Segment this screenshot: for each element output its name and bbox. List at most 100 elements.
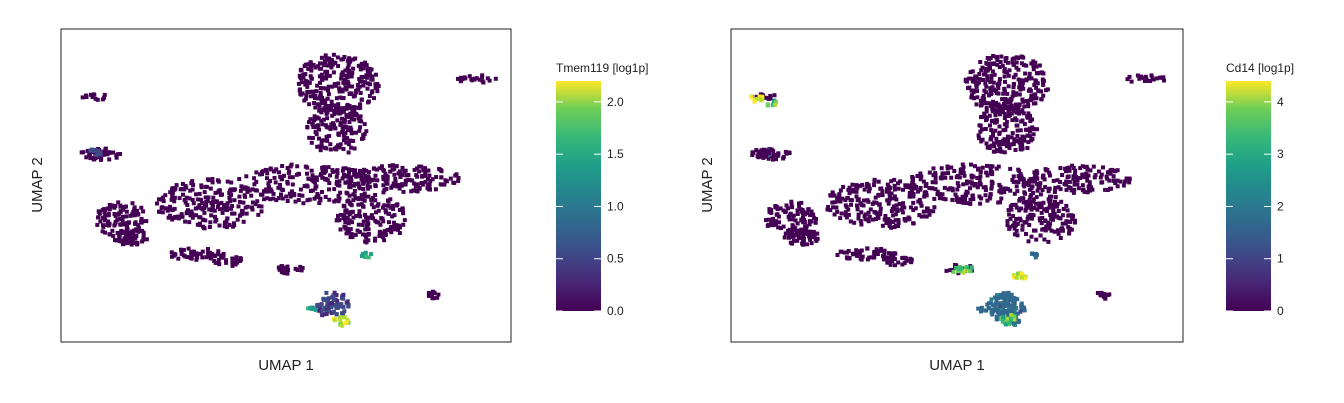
umap-point (124, 225, 129, 230)
umap-point (124, 228, 129, 233)
umap-point (372, 96, 376, 101)
umap-point (227, 190, 232, 195)
umap-point (1002, 104, 1007, 109)
colorbar-tick-label: 3 (1277, 147, 1284, 161)
umap-point (1043, 185, 1048, 190)
umap-point (337, 302, 342, 307)
umap-point (93, 96, 98, 101)
umap-point (214, 217, 219, 222)
umap-point (310, 89, 315, 94)
umap-point (970, 79, 975, 84)
umap-point (353, 232, 358, 237)
umap-point (1017, 92, 1022, 97)
umap-point (397, 208, 402, 212)
umap-point (858, 201, 863, 206)
umap-point (893, 263, 897, 268)
umap-point (393, 227, 397, 232)
umap-point (386, 199, 391, 204)
umap-point (1088, 168, 1093, 173)
umap-point (216, 257, 221, 262)
umap-point (1013, 116, 1018, 121)
umap-point (381, 235, 385, 240)
umap-point (230, 224, 235, 229)
umap-point (1046, 197, 1051, 202)
umap-point (315, 83, 320, 88)
umap-point (910, 178, 915, 182)
umap-point (369, 213, 374, 218)
umap-point (119, 238, 124, 243)
umap-point (1010, 131, 1015, 136)
umap-point (844, 215, 849, 220)
umap-point (923, 184, 928, 188)
umap-point (315, 304, 320, 309)
umap-point (260, 192, 265, 197)
umap-point (997, 65, 1002, 70)
umap-point (1011, 85, 1016, 90)
umap-point (1011, 109, 1016, 114)
umap-point (790, 241, 795, 246)
umap-point (997, 130, 1002, 135)
umap-point (357, 229, 362, 234)
umap-point (988, 79, 993, 84)
umap-point (890, 196, 895, 201)
umap-point (990, 85, 995, 90)
umap-point (204, 184, 209, 189)
umap-point (1001, 291, 1006, 296)
umap-point (165, 208, 170, 213)
umap-point (348, 125, 353, 130)
umap-point (380, 164, 384, 169)
umap-point (989, 61, 994, 66)
umap-point (1041, 93, 1046, 98)
umap-point (377, 234, 382, 238)
umap-point (1087, 183, 1092, 188)
umap-point (1029, 93, 1034, 98)
umap-point (1162, 78, 1166, 83)
umap-point (308, 74, 313, 79)
umap-point (1011, 106, 1016, 111)
umap-point (203, 195, 208, 200)
umap-point (318, 86, 323, 90)
umap-point (775, 152, 780, 157)
umap-point (363, 173, 368, 178)
umap-point (350, 235, 355, 239)
umap-point (793, 218, 798, 223)
umap-point (869, 255, 874, 260)
umap-point (376, 202, 381, 207)
umap-point (1067, 179, 1072, 184)
umap-point (1009, 103, 1014, 108)
umap-point (896, 260, 901, 265)
umap-point (867, 186, 872, 191)
umap-point (230, 256, 235, 261)
umap-point (989, 186, 994, 191)
umap-point (183, 200, 188, 205)
umap-point (350, 220, 354, 225)
umap-point (983, 185, 988, 190)
umap-point (790, 217, 795, 222)
umap-point (771, 153, 776, 158)
umap-point (843, 198, 848, 203)
umap-point (200, 201, 205, 205)
umap-point (358, 102, 363, 107)
umap-point (880, 223, 885, 228)
umap-point (274, 198, 279, 203)
umap-point (862, 187, 867, 192)
umap-point (1045, 206, 1050, 211)
umap-point (100, 229, 105, 234)
umap-point (885, 187, 890, 192)
umap-point (1014, 184, 1019, 189)
umap-point (903, 218, 908, 223)
umap-point (811, 212, 816, 217)
umap-point (994, 166, 999, 171)
umap-point (259, 209, 264, 214)
umap-point (173, 186, 178, 191)
umap-point (332, 103, 337, 108)
umap-point (353, 214, 358, 218)
umap-point (373, 82, 378, 87)
umap-point (120, 218, 125, 223)
umap-point (988, 195, 993, 199)
umap-point (974, 83, 979, 88)
umap-point (245, 189, 250, 194)
umap-point (1144, 77, 1149, 82)
umap-point (214, 199, 219, 204)
umap-point (1026, 214, 1031, 219)
